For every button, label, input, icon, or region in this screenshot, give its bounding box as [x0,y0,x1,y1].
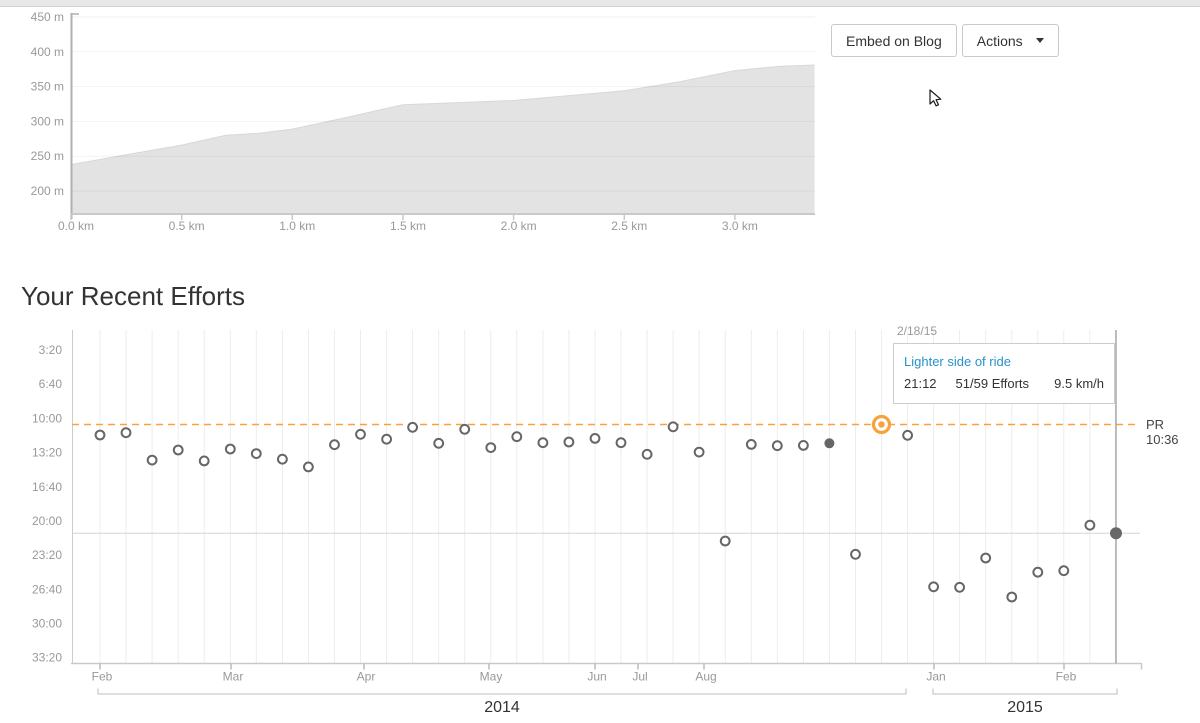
effort-rank: 51/59 Efforts [955,376,1030,391]
year-bracket [932,688,1118,695]
effort-point[interactable] [407,421,419,433]
efforts-y-tick-label: 33:20 [32,651,62,665]
effort-point[interactable] [980,552,992,564]
effort-point[interactable] [771,440,783,452]
effort-point[interactable] [355,428,366,440]
effort-time: 21:12 [904,376,937,391]
effort-point[interactable] [798,440,809,451]
mouse-cursor-icon [929,89,942,107]
tooltip-date: 2/18/15 [897,324,938,338]
effort-point[interactable] [954,581,965,593]
elevation-x-tick-label: 3.0 km [722,219,758,233]
effort-point[interactable] [745,439,757,450]
elevation-x-tick-label: 0.5 km [169,219,205,233]
selected-effort-point[interactable] [1110,527,1122,540]
caret-down-icon [1035,38,1044,43]
effort-point[interactable] [198,455,210,467]
effort-point[interactable] [120,427,132,439]
month-tick-label: Mar [223,670,244,684]
pr-time-text: 10:36 [1146,432,1179,447]
effort-point[interactable] [277,453,288,465]
pr-line-label: PR 10:36 [1146,417,1179,447]
effort-point[interactable] [250,448,262,460]
top-divider-band [0,0,1200,7]
effort-point[interactable] [1032,566,1044,578]
elevation-y-tick-label: 250 m [31,149,64,163]
effort-point[interactable] [641,448,653,460]
month-tick-label: Jun [587,670,606,684]
efforts-y-tick-label: 10:00 [32,411,62,425]
effort-point[interactable] [693,446,705,458]
effort-point[interactable] [172,444,184,456]
efforts-y-tick-label: 26:40 [32,582,62,596]
elevation-area-edge [70,64,815,166]
effort-point[interactable] [902,429,913,441]
elevation-y-tick-label: 350 m [31,80,64,94]
effort-point[interactable] [537,437,549,449]
page-title: Your Recent Efforts [21,281,246,311]
efforts-y-tick-label: 6:40 [39,377,63,391]
elevation-y-tick-label: 400 m [31,45,64,59]
year-label: 2014 [484,699,520,716]
effort-point-filled[interactable] [824,438,835,449]
elevation-chart: 450 m 400 m 350 m 300 m 250 m 200 m 0.0 km 0.5 … [31,10,815,233]
effort-point[interactable] [719,535,731,547]
effort-point[interactable] [146,454,158,466]
efforts-y-tick-label: 30:00 [32,617,62,631]
month-tick-label: Feb [92,670,113,684]
pr-label-text: PR [1146,417,1165,432]
effort-point[interactable] [1058,565,1070,577]
elevation-y-tick-label: 450 m [31,10,64,24]
month-tick-label: Jul [632,670,647,684]
elevation-y-tick-label: 200 m [31,184,64,198]
embed-on-blog-button[interactable]: Embed on Blog [831,24,957,57]
month-tick-label: Aug [695,670,716,684]
actions-button-label: Actions [976,32,1023,49]
elevation-x-tick-label: 1.0 km [279,219,315,233]
month-tick-label: Feb [1056,670,1077,684]
elevation-area [71,65,815,213]
effort-point[interactable] [511,431,523,443]
pr-effort-point[interactable] [871,414,892,435]
effort-title-link[interactable]: Lighter side of ride [904,354,1011,369]
effort-point[interactable] [485,442,497,454]
elevation-x-tick-label: 2.0 km [501,219,537,233]
effort-tooltip: Lighter side of ride 21:12 51/59 Efforts… [893,343,1115,404]
effort-point[interactable] [667,421,679,433]
effort-point[interactable] [459,423,471,435]
effort-point[interactable] [1006,591,1018,603]
efforts-y-tick-label: 3:20 [39,343,63,357]
year-label: 2015 [1007,699,1043,716]
effort-point[interactable] [563,436,575,448]
effort-point[interactable] [433,437,445,449]
effort-point[interactable] [224,443,236,455]
month-tick-label: May [480,670,503,684]
year-bracket [97,688,907,695]
effort-point[interactable] [1084,519,1096,531]
effort-point[interactable] [615,437,627,449]
efforts-y-tick-label: 16:40 [32,480,62,494]
effort-point[interactable] [303,461,314,473]
effort-speed: 9.5 km/h [1054,376,1104,391]
month-tick-label: Jan [926,670,945,684]
efforts-y-tick-label: 23:20 [32,548,62,562]
effort-point[interactable] [928,581,939,593]
effort-point[interactable] [329,439,340,451]
effort-tooltip-stats: 21:12 51/59 Efforts 9.5 km/h [904,376,1104,391]
elevation-y-tick-label: 300 m [31,114,64,128]
elevation-x-tick-label: 1.5 km [390,219,426,233]
efforts-y-tick-label: 20:00 [32,514,62,528]
effort-point[interactable] [381,433,393,445]
efforts-y-tick-label: 13:20 [32,446,62,460]
pr-point-center [878,421,885,428]
elevation-x-tick-label: 2.5 km [611,219,647,233]
elevation-x-tick-label: 0.0 km [58,219,94,233]
effort-point[interactable] [850,548,861,560]
toolbar: Embed on Blog Actions [831,24,1059,57]
actions-button[interactable]: Actions [961,24,1059,57]
effort-point[interactable] [94,429,106,441]
effort-point[interactable] [589,433,601,444]
month-tick-label: Apr [357,670,376,684]
